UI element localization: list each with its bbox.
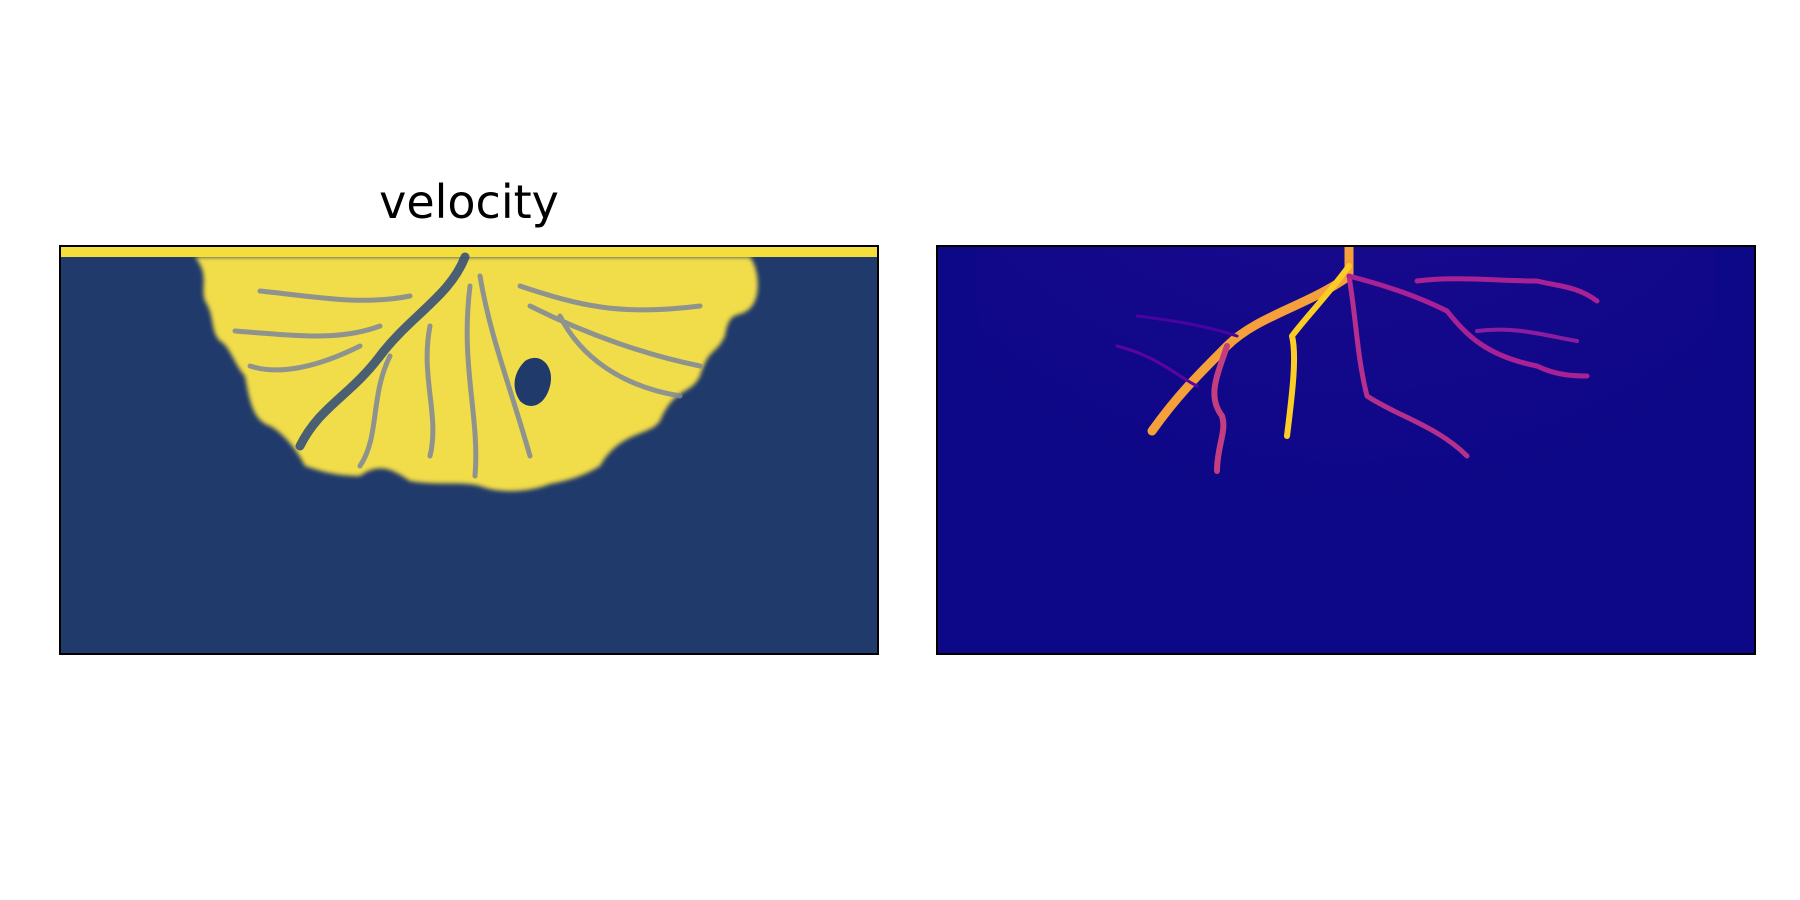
- hole: [514, 357, 551, 406]
- panel-title: velocity: [379, 175, 559, 229]
- right-panel: [936, 245, 1756, 655]
- top-strip: [60, 246, 878, 257]
- frame: [936, 245, 1756, 655]
- frame: [59, 245, 879, 655]
- left-panel: [59, 245, 879, 655]
- channels: [232, 252, 703, 479]
- glow: [976, 246, 1716, 646]
- yellow-region: [195, 257, 758, 492]
- branches: [1115, 246, 1600, 474]
